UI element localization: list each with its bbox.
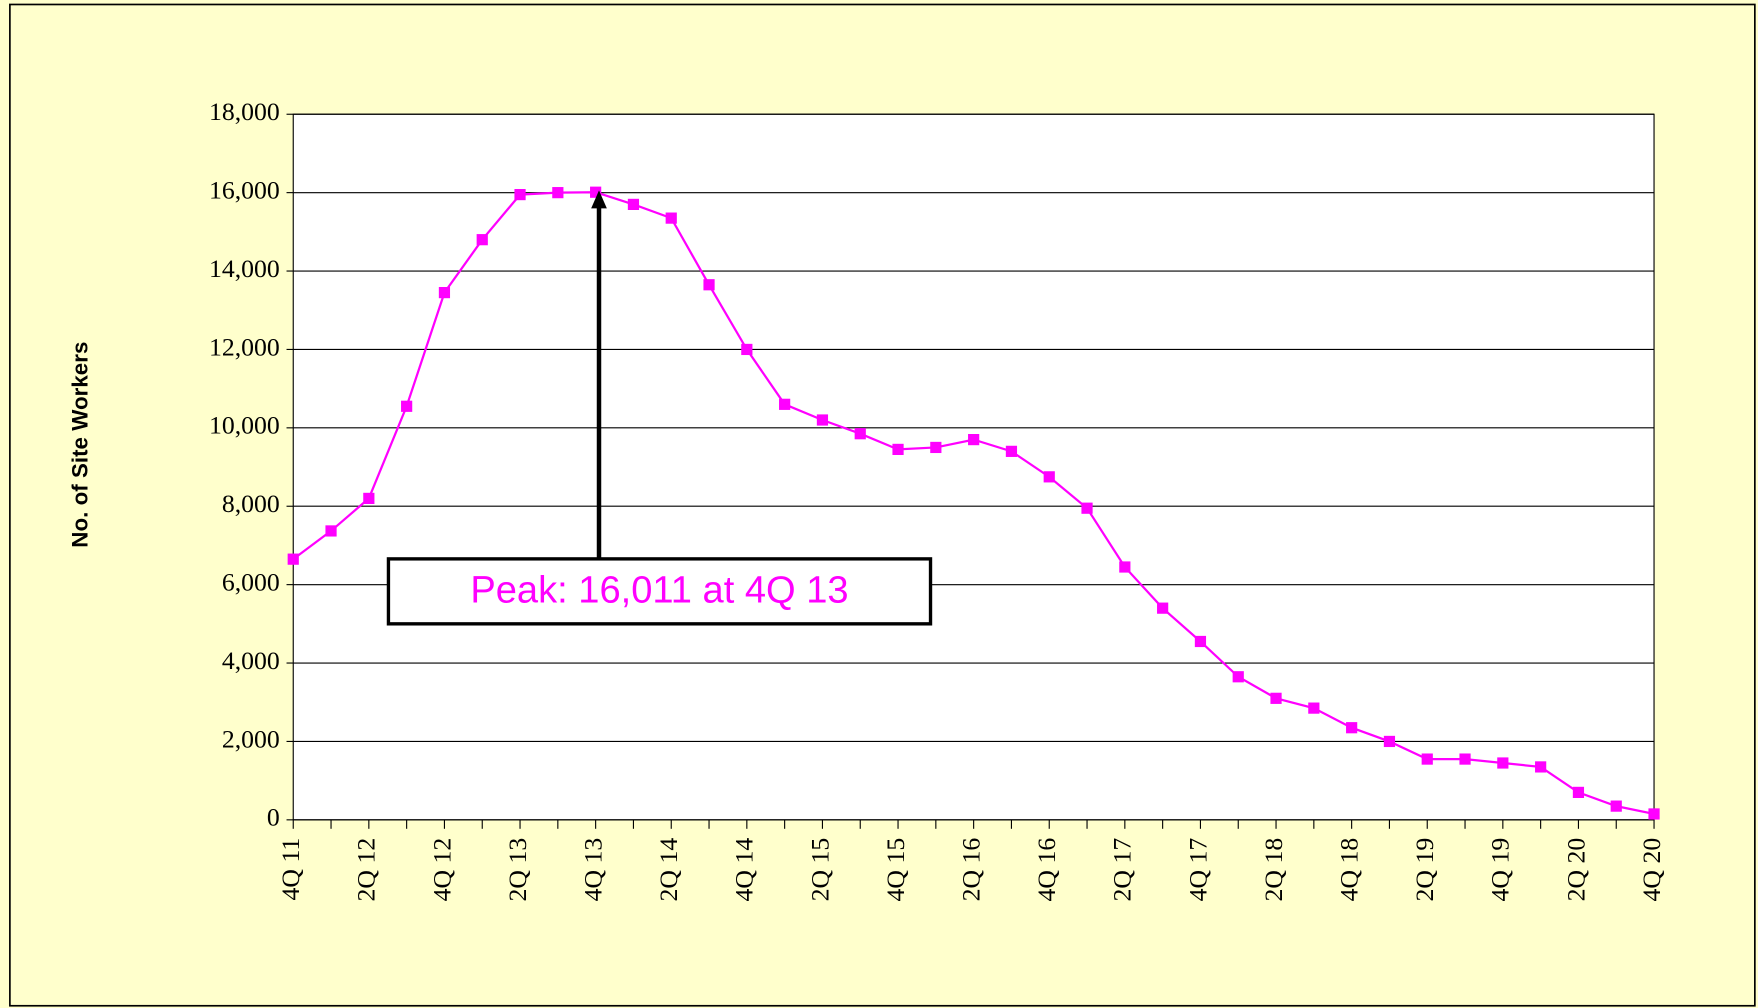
marker bbox=[627, 198, 640, 210]
marker bbox=[930, 441, 942, 454]
marker bbox=[854, 428, 866, 440]
annotation-box bbox=[386, 557, 933, 626]
x-tick-label: 4Q 13 bbox=[579, 838, 608, 902]
y-tick-label: 14,000 bbox=[209, 254, 280, 283]
marker bbox=[590, 186, 602, 198]
x-tick-label: 2Q 19 bbox=[1410, 838, 1439, 902]
x-tick-label: 2Q 18 bbox=[1259, 838, 1288, 902]
y-tick-label: 18,000 bbox=[209, 97, 280, 126]
x-tick-label: 4Q 12 bbox=[427, 838, 456, 902]
marker bbox=[514, 189, 526, 201]
y-tick-label: 10,000 bbox=[209, 411, 280, 440]
y-tick-label: 2,000 bbox=[222, 724, 280, 753]
marker bbox=[325, 525, 337, 537]
marker bbox=[816, 414, 829, 426]
x-tick-label: 4Q 18 bbox=[1335, 838, 1364, 902]
marker bbox=[1610, 800, 1622, 812]
x-tick-label: 2Q 20 bbox=[1561, 838, 1590, 902]
marker bbox=[1383, 735, 1396, 748]
annotation-arrowhead bbox=[591, 190, 607, 209]
marker bbox=[741, 343, 753, 356]
marker bbox=[892, 443, 904, 455]
y-tick-label: 4,000 bbox=[222, 646, 280, 675]
x-tick-label: 2Q 12 bbox=[352, 838, 381, 902]
marker bbox=[1194, 635, 1207, 648]
x-tick-label: 2Q 14 bbox=[654, 838, 683, 902]
marker bbox=[1043, 471, 1055, 483]
marker bbox=[1497, 757, 1509, 769]
marker bbox=[1459, 753, 1471, 765]
marker bbox=[1648, 808, 1660, 820]
marker bbox=[1270, 692, 1282, 704]
marker bbox=[779, 398, 791, 410]
x-tick-label: 4Q 14 bbox=[730, 838, 759, 902]
marker bbox=[1572, 786, 1585, 798]
y-tick-label: 6,000 bbox=[222, 568, 280, 597]
x-tick-label: 2Q 17 bbox=[1108, 838, 1137, 902]
marker bbox=[1005, 445, 1018, 457]
marker bbox=[401, 400, 413, 412]
marker bbox=[363, 492, 375, 504]
marker bbox=[287, 553, 299, 565]
y-tick-label: 0 bbox=[267, 803, 280, 832]
x-tick-label: 4Q 17 bbox=[1183, 838, 1212, 902]
annotation: Peak: 16,011 at 4Q 13 bbox=[470, 570, 848, 612]
x-tick-label: 4Q 11 bbox=[276, 838, 305, 901]
marker bbox=[1346, 722, 1358, 734]
y-axis-label: No. of Site Workers bbox=[67, 342, 92, 548]
marker bbox=[438, 287, 451, 299]
marker bbox=[552, 187, 564, 199]
x-tick-label: 4Q 20 bbox=[1637, 838, 1666, 902]
y-tick-label: 12,000 bbox=[209, 332, 280, 361]
x-tick-label: 4Q 19 bbox=[1486, 838, 1515, 902]
marker bbox=[1535, 761, 1547, 773]
marker bbox=[476, 234, 488, 246]
x-tick-label: 2Q 13 bbox=[503, 838, 532, 902]
plot-area bbox=[292, 113, 1655, 821]
x-tick-label: 4Q 16 bbox=[1032, 838, 1061, 902]
marker bbox=[968, 434, 980, 446]
y-tick-label: 8,000 bbox=[222, 489, 280, 518]
marker bbox=[1157, 602, 1169, 614]
x-tick-label: 2Q 16 bbox=[957, 838, 986, 902]
y-tick-label: 16,000 bbox=[209, 176, 280, 205]
marker bbox=[1308, 702, 1320, 714]
marker bbox=[703, 279, 715, 291]
marker bbox=[665, 212, 677, 224]
x-tick-label: 2Q 15 bbox=[805, 838, 834, 902]
marker bbox=[1421, 753, 1433, 765]
marker bbox=[1081, 502, 1093, 514]
marker bbox=[1119, 561, 1131, 573]
marker bbox=[1232, 671, 1244, 683]
x-tick-label: 4Q 15 bbox=[881, 838, 910, 902]
